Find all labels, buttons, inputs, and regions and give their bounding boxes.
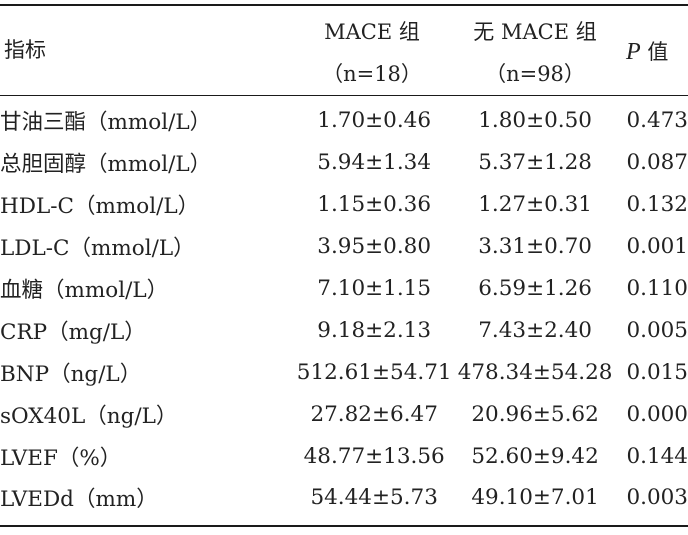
table-row: 总胆固醇（mmol/L） 5.94±1.34 5.37±1.28 0.087 — [0, 142, 688, 184]
cell-mace: 54.44±5.73 — [310, 485, 438, 511]
cell-no-mace: 3.31±0.70 — [478, 234, 592, 260]
p-letter: P — [626, 39, 641, 65]
table-body: 甘油三酯（mmol/L） 1.70±0.46 1.80±0.50 0.473 总胆固醇（… — [0, 100, 688, 519]
cell-indicator: 血糖（mmol/L） — [0, 278, 169, 303]
cell-indicator: HDL-C（mmol/L） — [0, 194, 200, 220]
cell-indicator: 甘油三酯（mmol/L） — [0, 110, 212, 136]
cell-p-value: 0.005 — [626, 317, 688, 343]
cell-no-mace: 49.10±7.01 — [471, 485, 599, 511]
cell-p-value: 0.110 — [626, 276, 688, 301]
header-no-mace-group: 无 MACE 组 — [473, 20, 597, 44]
cell-no-mace: 6.59±1.26 — [478, 276, 592, 301]
table-row: 甘油三酯（mmol/L） 1.70±0.46 1.80±0.50 0.473 — [0, 100, 688, 142]
header-no-mace-n: （n=98） — [485, 62, 585, 86]
header-mace-n: （n=18） — [322, 62, 422, 86]
table-bottom-rule — [0, 525, 688, 527]
cell-indicator: 总胆固醇（mmol/L） — [0, 152, 212, 178]
cell-mace: 9.18±2.13 — [317, 317, 432, 343]
cell-mace: 3.95±0.80 — [317, 234, 432, 260]
table-row: BNP（ng/L） 512.61±54.71 478.34±54.28 0.015 — [0, 351, 688, 393]
table-row: LDL-C（mmol/L） 3.95±0.80 3.31±0.70 0.001 — [0, 226, 688, 268]
cell-mace: 48.77±13.56 — [303, 443, 445, 469]
cell-mace: 1.70±0.46 — [317, 108, 432, 134]
cell-indicator: LVEDd（mm） — [0, 487, 158, 513]
cell-mace: 1.15±0.36 — [317, 192, 432, 218]
table-top-rule — [0, 4, 688, 6]
cell-p-value: 0.015 — [626, 359, 688, 385]
cell-mace: 7.10±1.15 — [317, 276, 432, 301]
cell-no-mace: 7.43±2.40 — [478, 317, 592, 343]
cell-p-value: 0.087 — [626, 150, 688, 176]
header-p-value: P 值 — [626, 40, 668, 64]
table-row: sOX40L（ng/L） 27.82±6.47 20.96±5.62 0.000 — [0, 393, 688, 435]
cell-indicator: CRP（mg/L） — [0, 319, 146, 345]
cell-no-mace: 5.37±1.28 — [478, 150, 592, 176]
cell-p-value: 0.001 — [626, 234, 688, 260]
cell-no-mace: 1.80±0.50 — [478, 108, 592, 134]
cell-indicator: BNP（ng/L） — [0, 361, 142, 387]
cell-p-value: 0.473 — [626, 108, 688, 134]
cell-no-mace: 478.34±54.28 — [457, 359, 613, 385]
cell-indicator: LVEF（%） — [0, 445, 122, 471]
cell-no-mace: 52.60±9.42 — [471, 443, 599, 469]
cell-mace: 512.61±54.71 — [296, 359, 452, 385]
header-mace-group: MACE 组 — [324, 20, 420, 44]
cell-no-mace: 1.27±0.31 — [478, 192, 592, 218]
cell-p-value: 0.000 — [626, 401, 688, 427]
header-indicator: 指标 — [4, 38, 46, 62]
cell-mace: 5.94±1.34 — [317, 150, 432, 176]
header-rule — [0, 95, 688, 96]
table-row: 血糖（mmol/L） 7.10±1.15 6.59±1.26 0.110 — [0, 268, 688, 310]
cell-indicator: sOX40L（ng/L） — [0, 403, 178, 429]
cell-indicator: LDL-C（mmol/L） — [0, 236, 195, 262]
table-row: LVEDd（mm） 54.44±5.73 49.10±7.01 0.003 — [0, 477, 688, 519]
table-row: LVEF（%） 48.77±13.56 52.60±9.42 0.144 — [0, 435, 688, 477]
cell-mace: 27.82±6.47 — [310, 401, 438, 427]
cell-p-value: 0.132 — [626, 192, 688, 218]
table-row: HDL-C（mmol/L） 1.15±0.36 1.27±0.31 0.132 — [0, 184, 688, 226]
cell-p-value: 0.003 — [626, 485, 688, 511]
data-table: 甘油三酯（mmol/L） 1.70±0.46 1.80±0.50 0.473 总胆固醇（… — [0, 100, 688, 519]
p-suffix: 值 — [640, 40, 669, 64]
table-row: CRP（mg/L） 9.18±2.13 7.43±2.40 0.005 — [0, 309, 688, 351]
cell-p-value: 0.144 — [626, 443, 688, 469]
cell-no-mace: 20.96±5.62 — [471, 401, 599, 427]
